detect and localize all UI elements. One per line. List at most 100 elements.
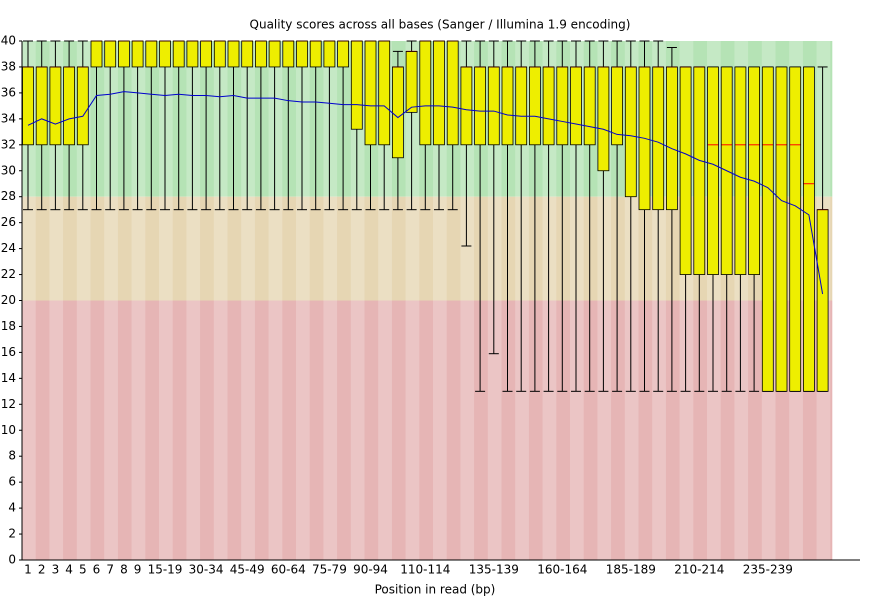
y-tick-label: 40 [1, 34, 16, 48]
box [392, 66, 404, 158]
x-tick-label: 210-214 [674, 563, 724, 577]
box-outline [529, 66, 541, 146]
y-tick-label: 8 [8, 449, 16, 463]
x-tick-label: 45-49 [230, 563, 265, 577]
y-tick-label: 38 [1, 59, 16, 73]
y-tick-label: 14 [1, 371, 16, 385]
box [707, 66, 719, 275]
box [652, 66, 664, 210]
column-stripe [323, 41, 338, 560]
box [145, 41, 157, 67]
column-stripe [405, 41, 420, 560]
box-outline [35, 66, 48, 146]
column-stripe [104, 41, 118, 560]
x-axis-label: Position in read (bp) [375, 583, 496, 597]
box [186, 41, 198, 67]
y-tick-label: 12 [1, 397, 16, 411]
box-outline [501, 66, 514, 146]
x-tick-label: 30-34 [189, 563, 224, 577]
y-tick-label: 34 [1, 111, 16, 125]
box [419, 41, 431, 145]
box [310, 41, 322, 67]
box-outline [241, 40, 254, 68]
x-tick-label: 185-189 [606, 563, 656, 577]
x-tick-label: 2 [38, 563, 46, 577]
box [666, 66, 678, 210]
box-outline [131, 40, 144, 68]
box-outline [734, 66, 747, 275]
column-stripe [487, 41, 502, 560]
column-stripe [515, 41, 529, 560]
box [214, 41, 226, 67]
box [241, 41, 253, 67]
box [406, 51, 418, 113]
y-tick-label: 36 [1, 85, 16, 99]
box-outline [761, 66, 774, 392]
box-outline [364, 40, 377, 146]
box-outline [679, 66, 692, 275]
y-tick-label: 0 [8, 553, 16, 567]
box [378, 41, 390, 145]
box [351, 41, 363, 130]
x-tick-label: 60-64 [271, 563, 306, 577]
box-outline [542, 66, 555, 146]
box [118, 41, 130, 67]
column-stripe [268, 41, 283, 560]
box [36, 66, 48, 145]
box [515, 66, 527, 145]
box [693, 66, 705, 275]
box-outline [611, 66, 623, 146]
y-tick-label: 22 [1, 267, 16, 281]
column-stripe [213, 41, 228, 560]
box-outline [378, 40, 391, 146]
box-outline [638, 66, 651, 211]
box-outline [419, 40, 432, 146]
column-stripe [296, 41, 310, 560]
box [63, 66, 75, 145]
box [22, 66, 34, 145]
box-outline [323, 40, 336, 68]
box-outline [63, 66, 75, 146]
box [817, 209, 829, 392]
box-outline [90, 40, 103, 68]
box-outline [583, 66, 596, 146]
x-tick-label: 235-239 [743, 563, 793, 577]
box-outline [487, 66, 500, 146]
box-outline [104, 40, 117, 68]
box [529, 66, 541, 145]
y-tick-label: 6 [8, 475, 16, 489]
box-outline [597, 66, 610, 172]
mean-line [27, 91, 824, 295]
box [584, 66, 596, 145]
y-tick-label: 16 [1, 345, 16, 359]
box-outline [337, 40, 350, 68]
box [104, 41, 116, 67]
column-stripe [76, 41, 91, 560]
box-outline [446, 40, 459, 146]
box [433, 41, 445, 145]
column-stripe [460, 41, 475, 560]
box-outline [227, 40, 240, 68]
box [611, 66, 623, 145]
box-outline [816, 209, 829, 392]
box [282, 41, 294, 67]
column-stripe [433, 41, 447, 560]
box-outline [213, 40, 226, 68]
x-tick-label: 1 [24, 563, 32, 577]
y-tick-label: 18 [1, 319, 16, 333]
chart-title: Quality scores across all bases (Sanger … [250, 18, 631, 32]
column-stripe [350, 41, 365, 560]
column-stripe [378, 41, 392, 560]
y-tick-label: 26 [1, 215, 16, 229]
y-tick-label: 30 [1, 163, 16, 177]
box [91, 41, 102, 67]
box-outline [693, 66, 706, 275]
box [680, 66, 692, 275]
box-outline [789, 66, 802, 392]
box-outline [460, 66, 473, 146]
box-outline [268, 40, 281, 68]
y-tick-label: 4 [8, 501, 16, 515]
box-outline [803, 66, 815, 392]
x-tick-label: 6 [93, 563, 101, 577]
